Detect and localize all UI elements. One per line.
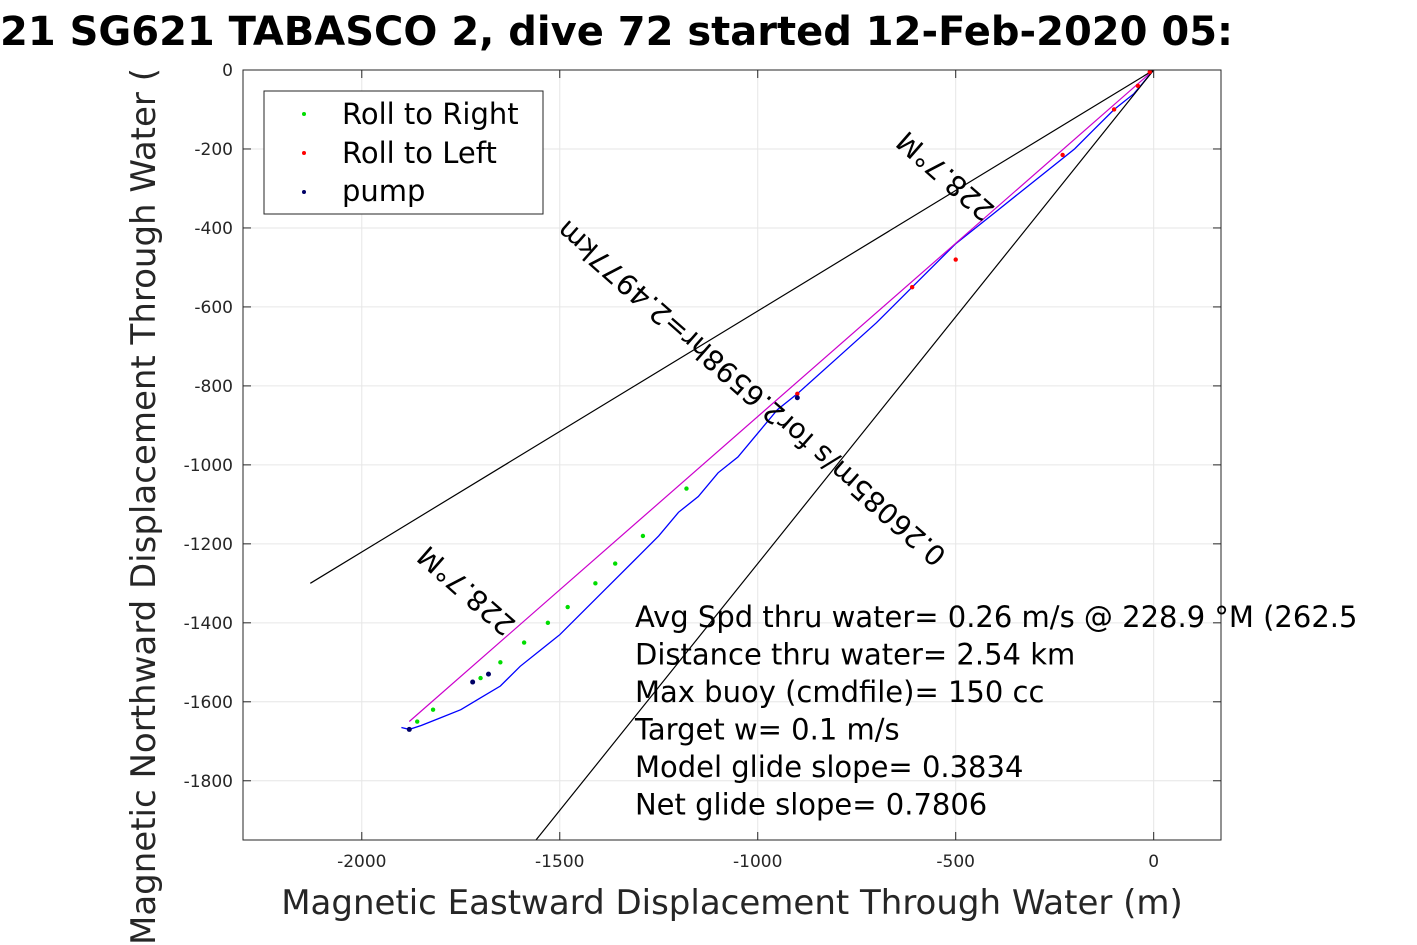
roll-right-marker — [565, 604, 570, 610]
stats-block: Avg Spd thru water= 0.26 m/s @ 228.9 °M … — [634, 600, 1357, 822]
roll-right-marker — [612, 561, 618, 566]
stats-line: Model glide slope= 0.3834 — [635, 750, 1023, 784]
plot-frame — [242, 69, 1222, 841]
y-tick-label: -400 — [194, 219, 233, 239]
y-tick-label: -1000 — [184, 456, 233, 476]
legend-label-roll-left: Roll to Left — [342, 136, 497, 170]
roll-right-marker — [640, 533, 646, 539]
stats-line: Distance thru water= 2.54 km — [635, 637, 1075, 671]
y-tick-label: -1200 — [184, 535, 233, 555]
x-tick-label: -1500 — [535, 852, 584, 872]
data-layer — [309, 70, 1155, 840]
roll-right-marker — [430, 707, 436, 712]
y-tick-label: -1800 — [184, 772, 233, 792]
roll-right-marker — [478, 675, 483, 681]
roll-right-marker — [521, 640, 527, 645]
y-tick-label: -1600 — [184, 693, 233, 713]
cone-line-series — [535, 70, 1155, 840]
roll-left-marker — [1060, 152, 1065, 158]
roll-left-marker — [795, 391, 800, 396]
legend: Roll to Right Roll to Left pump — [263, 90, 544, 215]
roll-left-marker — [1111, 107, 1117, 112]
pump-marker — [794, 395, 800, 401]
roll-right-marker — [545, 620, 551, 626]
ticks — [243, 69, 1221, 840]
roll-left-marker — [1135, 83, 1141, 88]
tick-labels: -2000 -1500 -1000 -500 0 0 -200 -400 -600 -800 -10… — [184, 61, 1160, 872]
y-tick-label: -200 — [194, 140, 233, 160]
stats-line: Max buoy (cmdfile)= 150 cc — [635, 675, 1044, 709]
pump-marker — [406, 726, 412, 732]
cone-line-series — [309, 70, 1155, 584]
x-tick-label: 0 — [1148, 852, 1159, 872]
stats-line: Avg Spd thru water= 0.26 m/s @ 228.9 °M … — [635, 600, 1357, 634]
x-tick-label: -2000 — [337, 852, 386, 872]
x-tick-label: -1000 — [733, 852, 782, 872]
roll-left-marker — [1147, 70, 1152, 75]
y-tick-label: -800 — [194, 377, 233, 397]
legend-label-pump: pump — [342, 174, 425, 208]
roll-right-marker — [593, 581, 598, 586]
pump-marker — [485, 671, 491, 677]
roll-right-marker — [415, 719, 420, 724]
stats-line: Net glide slope= 0.7806 — [635, 787, 987, 821]
legend-marker-roll-left — [302, 151, 306, 155]
legend-box — [263, 90, 544, 215]
x-axis-label: Magnetic Eastward Displacement Through W… — [281, 883, 1183, 923]
chart-title: 21 SG621 TABASCO 2, dive 72 started 12-F… — [0, 9, 1233, 55]
roll-left-marker — [953, 257, 958, 262]
pump-marker — [470, 679, 476, 685]
roll-left-marker — [909, 284, 915, 290]
heading-line-series — [408, 70, 1155, 722]
y-axis-label: Magnetic Northward Displacement Through … — [124, 68, 164, 945]
y-tick-label: -600 — [194, 298, 233, 318]
legend-marker-pump — [302, 190, 306, 194]
grid — [243, 69, 1221, 840]
roll-right-marker — [684, 486, 689, 491]
y-tick-label: 0 — [222, 61, 233, 81]
stats-line: Target w= 0.1 m/s — [634, 712, 900, 746]
roll-right-marker — [498, 660, 503, 665]
x-tick-label: -500 — [936, 852, 975, 872]
y-tick-label: -1400 — [184, 614, 233, 634]
track-series — [401, 70, 1155, 731]
legend-label-roll-right: Roll to Right — [342, 97, 519, 131]
legend-marker-roll-right — [302, 112, 306, 116]
